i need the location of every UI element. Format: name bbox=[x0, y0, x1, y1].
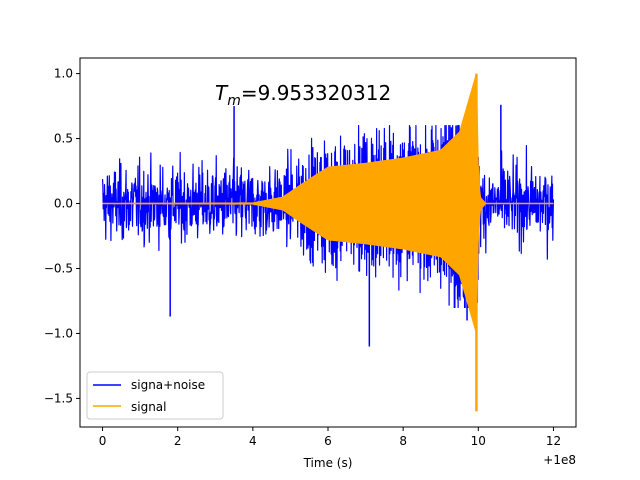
y-tick-label-3: 0.0 bbox=[54, 197, 73, 211]
y-tick-label-1: −1.0 bbox=[44, 326, 73, 340]
legend-label-signal: signal bbox=[131, 400, 167, 414]
x-tick-label-12: 12 bbox=[546, 434, 561, 448]
x-tick-label-2: 2 bbox=[174, 434, 182, 448]
y-tick-label-2: −0.5 bbox=[44, 261, 73, 275]
y-tick-label-4: 0.5 bbox=[54, 132, 73, 146]
x-axis-label: Time (s) bbox=[303, 456, 353, 470]
y-tick-label-0: −1.5 bbox=[44, 391, 73, 405]
x-tick-label-0: 0 bbox=[99, 434, 107, 448]
y-axis: −1.5 −1.0 −0.5 0.0 0.5 1.0 bbox=[44, 67, 80, 405]
x-tick-label-4: 4 bbox=[249, 434, 257, 448]
legend-box bbox=[86, 371, 224, 420]
x-tick-label-10: 10 bbox=[471, 434, 486, 448]
tm-subscript: m bbox=[227, 93, 241, 109]
x-axis: 0 2 4 6 8 10 12 bbox=[99, 427, 561, 448]
legend: signa+noise signal bbox=[86, 371, 224, 420]
y-tick-label-5: 1.0 bbox=[54, 67, 73, 81]
x-axis-offset-label: +1e8 bbox=[543, 453, 576, 467]
tm-annotation: Tm=9.953320312 bbox=[215, 81, 391, 109]
plot-area bbox=[101, 73, 555, 412]
tm-value: =9.953320312 bbox=[241, 81, 391, 105]
legend-label-noise: signa+noise bbox=[131, 378, 205, 392]
x-tick-label-6: 6 bbox=[324, 434, 332, 448]
tm-symbol: T bbox=[215, 81, 229, 105]
x-tick-label-8: 8 bbox=[399, 434, 407, 448]
